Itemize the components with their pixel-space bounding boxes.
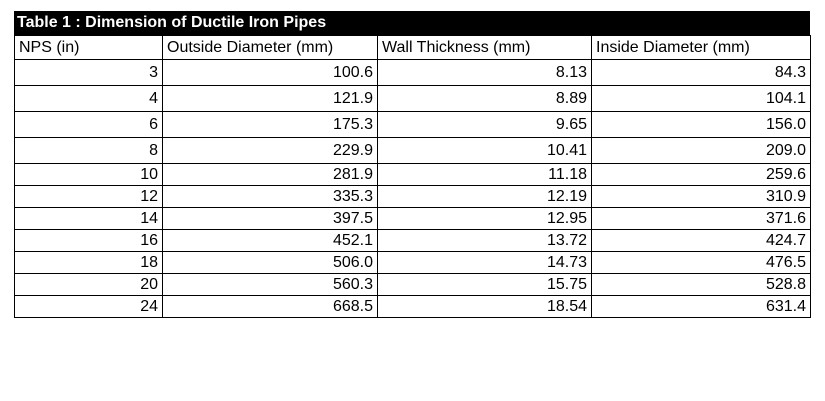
cell-nps: 6 — [14, 111, 163, 138]
cell-outside-diameter: 668.5 — [162, 295, 378, 318]
cell-nps: 16 — [14, 229, 163, 252]
cell-outside-diameter: 560.3 — [162, 273, 378, 296]
table-title: Table 1 : Dimension of Ductile Iron Pipe… — [14, 11, 810, 35]
cell-wall-thickness: 9.65 — [377, 111, 592, 138]
cell-inside-diameter: 209.0 — [591, 137, 811, 164]
table-row: 24 668.5 18.54 631.4 — [14, 295, 811, 318]
cell-wall-thickness: 14.73 — [377, 251, 592, 274]
cell-outside-diameter: 397.5 — [162, 207, 378, 230]
cell-wall-thickness: 10.41 — [377, 137, 592, 164]
cell-nps: 4 — [14, 85, 163, 112]
cell-nps: 18 — [14, 251, 163, 274]
cell-inside-diameter: 528.8 — [591, 273, 811, 296]
cell-inside-diameter: 84.3 — [591, 59, 811, 86]
cell-nps: 10 — [14, 163, 163, 186]
cell-outside-diameter: 100.6 — [162, 59, 378, 86]
cell-inside-diameter: 156.0 — [591, 111, 811, 138]
cell-wall-thickness: 12.19 — [377, 185, 592, 208]
cell-nps: 20 — [14, 273, 163, 296]
cell-inside-diameter: 104.1 — [591, 85, 811, 112]
cell-inside-diameter: 424.7 — [591, 229, 811, 252]
cell-wall-thickness: 8.13 — [377, 59, 592, 86]
cell-inside-diameter: 371.6 — [591, 207, 811, 230]
cell-outside-diameter: 452.1 — [162, 229, 378, 252]
table-row: 12 335.3 12.19 310.9 — [14, 185, 811, 208]
cell-wall-thickness: 8.89 — [377, 85, 592, 112]
cell-outside-diameter: 175.3 — [162, 111, 378, 138]
cell-outside-diameter: 335.3 — [162, 185, 378, 208]
cell-inside-diameter: 631.4 — [591, 295, 811, 318]
cell-wall-thickness: 15.75 — [377, 273, 592, 296]
cell-nps: 14 — [14, 207, 163, 230]
cell-nps: 24 — [14, 295, 163, 318]
table-row: 4 121.9 8.89 104.1 — [14, 85, 811, 112]
table-row: 6 175.3 9.65 156.0 — [14, 111, 811, 138]
cell-outside-diameter: 229.9 — [162, 137, 378, 164]
table-row: 18 506.0 14.73 476.5 — [14, 251, 811, 274]
cell-inside-diameter: 259.6 — [591, 163, 811, 186]
table-row: 16 452.1 13.72 424.7 — [14, 229, 811, 252]
header-outside-diameter: Outside Diameter (mm) — [162, 35, 378, 60]
pipe-dimension-table: NPS (in) Outside Diameter (mm) Wall Thic… — [14, 35, 811, 318]
table-row: 3 100.6 8.13 84.3 — [14, 59, 811, 86]
table-row: 20 560.3 15.75 528.8 — [14, 273, 811, 296]
cell-inside-diameter: 476.5 — [591, 251, 811, 274]
cell-nps: 3 — [14, 59, 163, 86]
header-nps: NPS (in) — [14, 35, 163, 60]
table-row: 8 229.9 10.41 209.0 — [14, 137, 811, 164]
header-inside-diameter: Inside Diameter (mm) — [591, 35, 811, 60]
pipe-dimension-sheet: Table 1 : Dimension of Ductile Iron Pipe… — [14, 11, 811, 318]
cell-outside-diameter: 281.9 — [162, 163, 378, 186]
cell-wall-thickness: 13.72 — [377, 229, 592, 252]
table-row: 10 281.9 11.18 259.6 — [14, 163, 811, 186]
cell-inside-diameter: 310.9 — [591, 185, 811, 208]
cell-nps: 8 — [14, 137, 163, 164]
cell-outside-diameter: 506.0 — [162, 251, 378, 274]
table-row: 14 397.5 12.95 371.6 — [14, 207, 811, 230]
cell-wall-thickness: 18.54 — [377, 295, 592, 318]
header-row: NPS (in) Outside Diameter (mm) Wall Thic… — [14, 35, 811, 60]
cell-outside-diameter: 121.9 — [162, 85, 378, 112]
header-wall-thickness: Wall Thickness (mm) — [377, 35, 592, 60]
cell-wall-thickness: 11.18 — [377, 163, 592, 186]
cell-nps: 12 — [14, 185, 163, 208]
cell-wall-thickness: 12.95 — [377, 207, 592, 230]
